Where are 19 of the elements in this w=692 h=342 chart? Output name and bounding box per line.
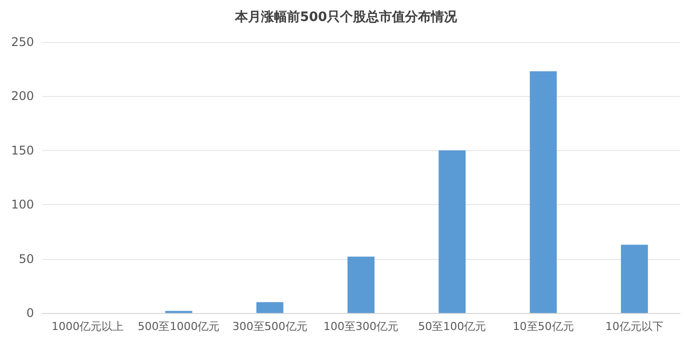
x-tick-label: 10亿元以下 xyxy=(605,320,664,333)
y-tick-label: 150 xyxy=(11,143,34,158)
x-tick-label: 500至1000亿元 xyxy=(138,320,220,333)
x-tick-label: 1000亿元以上 xyxy=(52,320,124,333)
y-tick-label: 0 xyxy=(26,306,34,320)
y-tick-label: 200 xyxy=(11,89,34,104)
x-tick-label: 50至100亿元 xyxy=(418,320,486,333)
bar xyxy=(530,71,557,313)
x-tick-label: 300至500亿元 xyxy=(232,320,308,333)
bar xyxy=(348,256,374,313)
bar xyxy=(620,244,648,313)
x-tick-label: 100至300亿元 xyxy=(324,320,398,333)
x-tick-label: 10至50亿元 xyxy=(512,320,574,333)
bar xyxy=(438,150,466,313)
chart-title: 本月涨幅前500只个股总市值分布情况 xyxy=(234,9,458,25)
y-tick-label: 100 xyxy=(11,198,34,212)
bar xyxy=(256,302,284,313)
y-tick-label: 250 xyxy=(11,35,34,49)
y-tick-label: 50 xyxy=(18,252,34,266)
